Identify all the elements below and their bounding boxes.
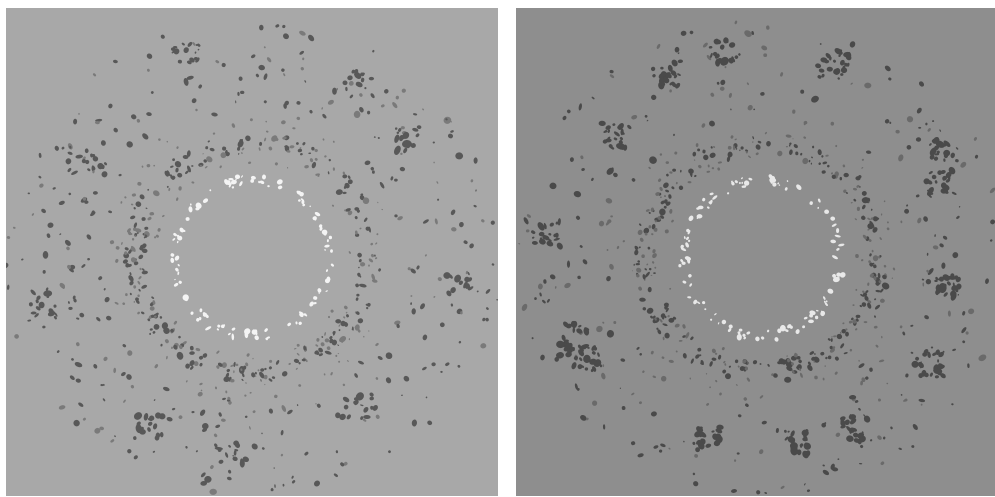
right-image-panel [516, 8, 995, 496]
left-ring-particle-image [6, 8, 498, 496]
left-image-panel [6, 8, 498, 496]
right-ring-particle-image [516, 8, 995, 496]
